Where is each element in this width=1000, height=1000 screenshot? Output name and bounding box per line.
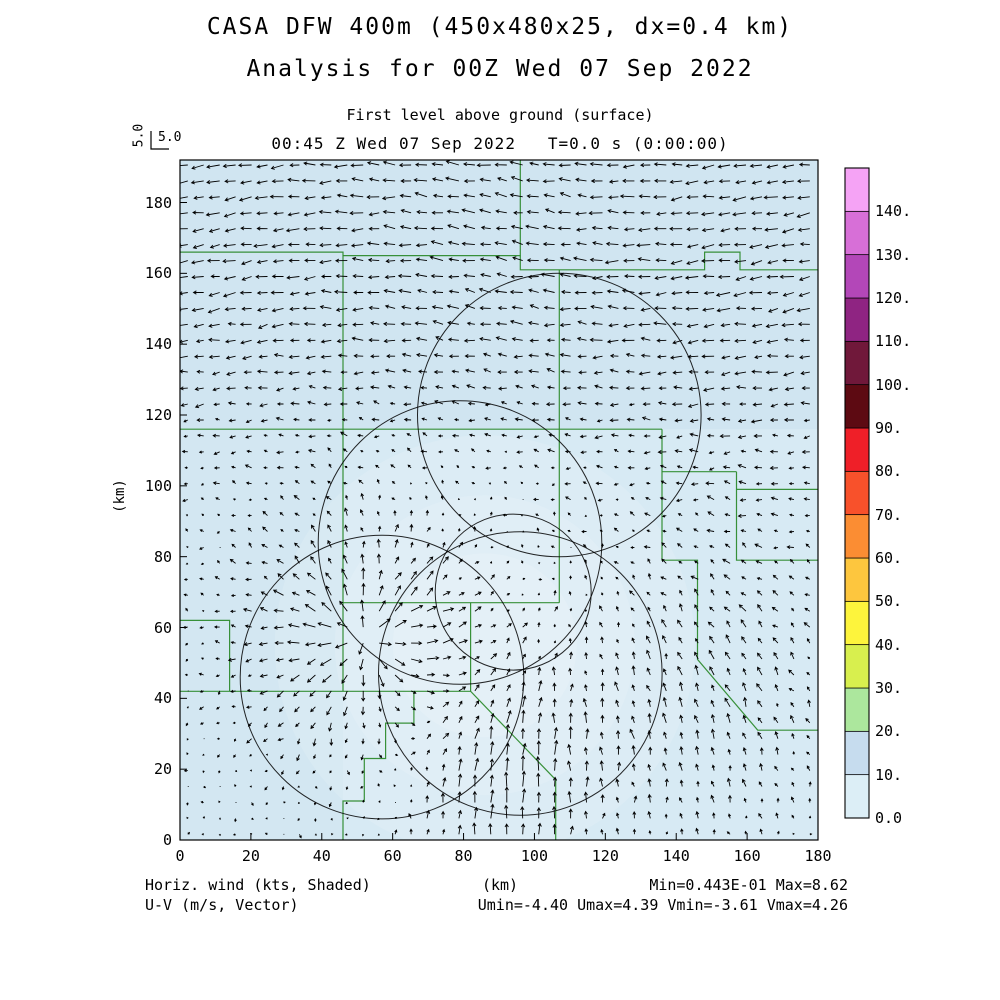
x-tick-label: 180	[804, 847, 832, 865]
colorbar-segment	[844, 470, 870, 515]
colorbar-segment	[844, 557, 870, 602]
colorbar-segment	[844, 384, 870, 429]
colorbar-tick-label: 100.	[875, 375, 912, 394]
shade-field-label: Horiz. wind (kts, Shaded)	[145, 876, 371, 894]
y-tick-label: 80	[153, 547, 172, 566]
radar-range-ring	[417, 272, 702, 558]
colorbar-border	[844, 167, 870, 819]
y-tick-label: 60	[153, 618, 172, 637]
vector-scale-x-value: 5.0	[158, 130, 182, 145]
vector-scale-bracket	[150, 131, 169, 150]
y-tick-label: 40	[153, 689, 172, 708]
county-boundary	[180, 619, 231, 692]
colorbar-tick-label: 90.	[875, 419, 903, 437]
colorbar-segment	[844, 514, 870, 559]
colorbar-tick-label: 140.	[875, 202, 912, 221]
colorbar-segment	[844, 340, 870, 385]
radar-range-ring	[378, 531, 663, 816]
colorbar-tick-label: 80.	[875, 462, 903, 481]
colorbar-segment	[844, 167, 870, 212]
time-label: 00:45 Z Wed 07 Sep 2022 T=0.0 s (0:00:00…	[271, 134, 729, 153]
radar-range-ring	[434, 513, 592, 671]
radar-range-ring	[317, 400, 603, 685]
y-tick-label: 180	[144, 193, 172, 212]
y-tick-label: 140	[144, 335, 172, 354]
page-title-line2: Analysis for 00Z Wed 07 Sep 2022	[246, 56, 754, 82]
colorbar-segment	[844, 644, 870, 689]
colorbar-tick-label: 130.	[875, 245, 912, 264]
shade-minmax-label: Min=0.443E-01 Max=8.62	[649, 876, 848, 894]
colorbar-segment	[844, 210, 870, 255]
x-tick-label: 100	[520, 847, 548, 865]
x-tick-label: 120	[591, 847, 619, 865]
colorbar-tick-label: 110.	[875, 332, 912, 351]
colorbar-segment	[844, 774, 870, 819]
colorbar-tick-label: 10.	[875, 765, 903, 784]
county-boundary	[342, 691, 415, 840]
y-tick-label: 20	[153, 760, 172, 779]
colorbar-tick-label: 120.	[875, 289, 912, 307]
x-tick-label: 40	[312, 847, 331, 865]
colorbar-segment	[844, 427, 870, 472]
y-tick-label: 160	[144, 264, 172, 283]
x-tick-label: 160	[733, 847, 761, 865]
vector-field-label: U-V (m/s, Vector)	[145, 896, 299, 914]
colorbar-segment	[844, 600, 870, 645]
colorbar-tick-label: 40.	[875, 635, 903, 654]
colorbar-segment	[844, 730, 870, 775]
x-tick-label: 0	[175, 847, 185, 865]
county-boundary	[519, 251, 818, 271]
level-label: First level above ground (surface)	[346, 106, 654, 124]
shade-patch-light-center	[274, 435, 695, 840]
y-tick-label: 120	[144, 406, 172, 424]
county-boundary	[180, 251, 344, 692]
colorbar-tick-label: 60.	[875, 549, 903, 567]
colorbar-tick-label: 70.	[875, 505, 903, 524]
shade-patch-north	[180, 160, 818, 430]
shade-patch-west	[180, 429, 344, 840]
colorbar-tick-label: 30.	[875, 679, 903, 697]
plot-border	[179, 159, 819, 841]
uv-minmax-label: Umin=-4.40 Umax=4.39 Vmin=-3.61 Vmax=4.2…	[477, 896, 848, 914]
colorbar-segment	[844, 687, 870, 732]
x-tick-label: 80	[454, 847, 473, 865]
colorbar-tick-label: 0.0	[875, 809, 903, 827]
shade-patch-light-center	[392, 553, 577, 738]
x-tick-label: 20	[241, 847, 260, 865]
x-tick-label: 60	[383, 847, 402, 865]
colorbar-tick-label: 50.	[875, 592, 903, 611]
x-tick-label: 140	[662, 847, 690, 865]
wind-vectors	[180, 160, 813, 839]
colorbar-tick-label: 20.	[875, 722, 903, 741]
y-tick-label: 0	[162, 831, 172, 849]
y-tick-label: 100	[144, 476, 172, 495]
county-boundary	[470, 602, 557, 840]
colorbar-segment	[844, 254, 870, 299]
colorbar-segment	[844, 297, 870, 342]
page-title-line1: CASA DFW 400m (450x480x25, dx=0.4 km)	[206, 14, 794, 40]
radar-range-ring	[239, 534, 525, 820]
x-axis-unit-label: (km)	[481, 876, 519, 894]
map-area	[180, 160, 818, 840]
